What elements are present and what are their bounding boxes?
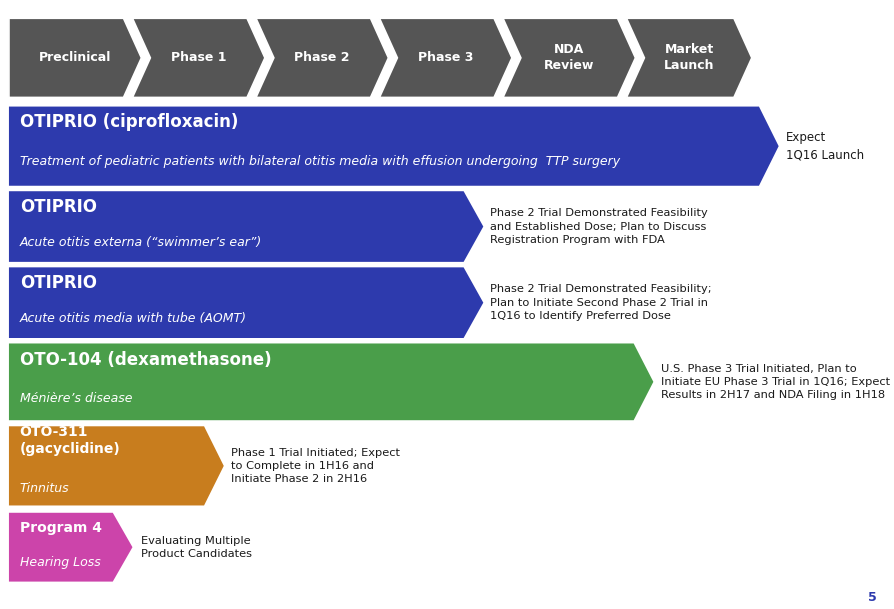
Text: 5: 5	[867, 591, 876, 604]
Text: Acute otitis externa (“swimmer’s ear”): Acute otitis externa (“swimmer’s ear”)	[20, 236, 262, 248]
Polygon shape	[9, 267, 483, 338]
Text: Market
Launch: Market Launch	[663, 43, 713, 72]
Polygon shape	[9, 513, 132, 582]
Text: Expect
1Q16 Launch: Expect 1Q16 Launch	[785, 131, 863, 161]
Polygon shape	[9, 191, 483, 262]
Text: U.S. Phase 3 Trial Initiated, Plan to
Initiate EU Phase 3 Trial in 1Q16; Expect
: U.S. Phase 3 Trial Initiated, Plan to In…	[660, 364, 889, 400]
Text: Phase 3: Phase 3	[417, 51, 473, 65]
Polygon shape	[502, 18, 635, 97]
Text: Evaluating Multiple
Product Candidates: Evaluating Multiple Product Candidates	[141, 535, 252, 559]
Polygon shape	[9, 107, 778, 186]
Text: OTIPRIO: OTIPRIO	[20, 274, 97, 292]
Text: Acute otitis media with tube (AOMT): Acute otitis media with tube (AOMT)	[20, 312, 247, 325]
Text: Preclinical: Preclinical	[39, 51, 111, 65]
Polygon shape	[9, 18, 141, 97]
Text: OTIPRIO (ciprofloxacin): OTIPRIO (ciprofloxacin)	[20, 113, 238, 132]
Text: Tinnitus: Tinnitus	[20, 482, 69, 495]
Polygon shape	[626, 18, 751, 97]
Text: Treatment of pediatric patients with bilateral otitis media with effusion underg: Treatment of pediatric patients with bil…	[20, 155, 620, 169]
Text: NDA
Review: NDA Review	[544, 43, 594, 72]
Polygon shape	[256, 18, 388, 97]
Text: OTO-311
(gacyclidine): OTO-311 (gacyclidine)	[20, 426, 121, 456]
Polygon shape	[132, 18, 265, 97]
Text: Phase 2 Trial Demonstrated Feasibility
and Established Dose; Plan to Discuss
Reg: Phase 2 Trial Demonstrated Feasibility a…	[490, 208, 707, 245]
Text: OTO-104 (dexamethasone): OTO-104 (dexamethasone)	[20, 351, 271, 369]
Text: Program 4: Program 4	[20, 521, 102, 535]
Text: Hearing Loss: Hearing Loss	[20, 556, 100, 569]
Text: OTIPRIO: OTIPRIO	[20, 198, 97, 216]
Text: Ménière’s disease: Ménière’s disease	[20, 392, 132, 405]
Polygon shape	[9, 426, 224, 505]
Text: Phase 2 Trial Demonstrated Feasibility;
Plan to Initiate Second Phase 2 Trial in: Phase 2 Trial Demonstrated Feasibility; …	[490, 284, 712, 321]
Polygon shape	[9, 343, 653, 420]
Text: Phase 1: Phase 1	[171, 51, 226, 65]
Text: Phase 2: Phase 2	[294, 51, 350, 65]
Polygon shape	[379, 18, 511, 97]
Text: Phase 1 Trial Initiated; Expect
to Complete in 1H16 and
Initiate Phase 2 in 2H16: Phase 1 Trial Initiated; Expect to Compl…	[231, 448, 400, 484]
